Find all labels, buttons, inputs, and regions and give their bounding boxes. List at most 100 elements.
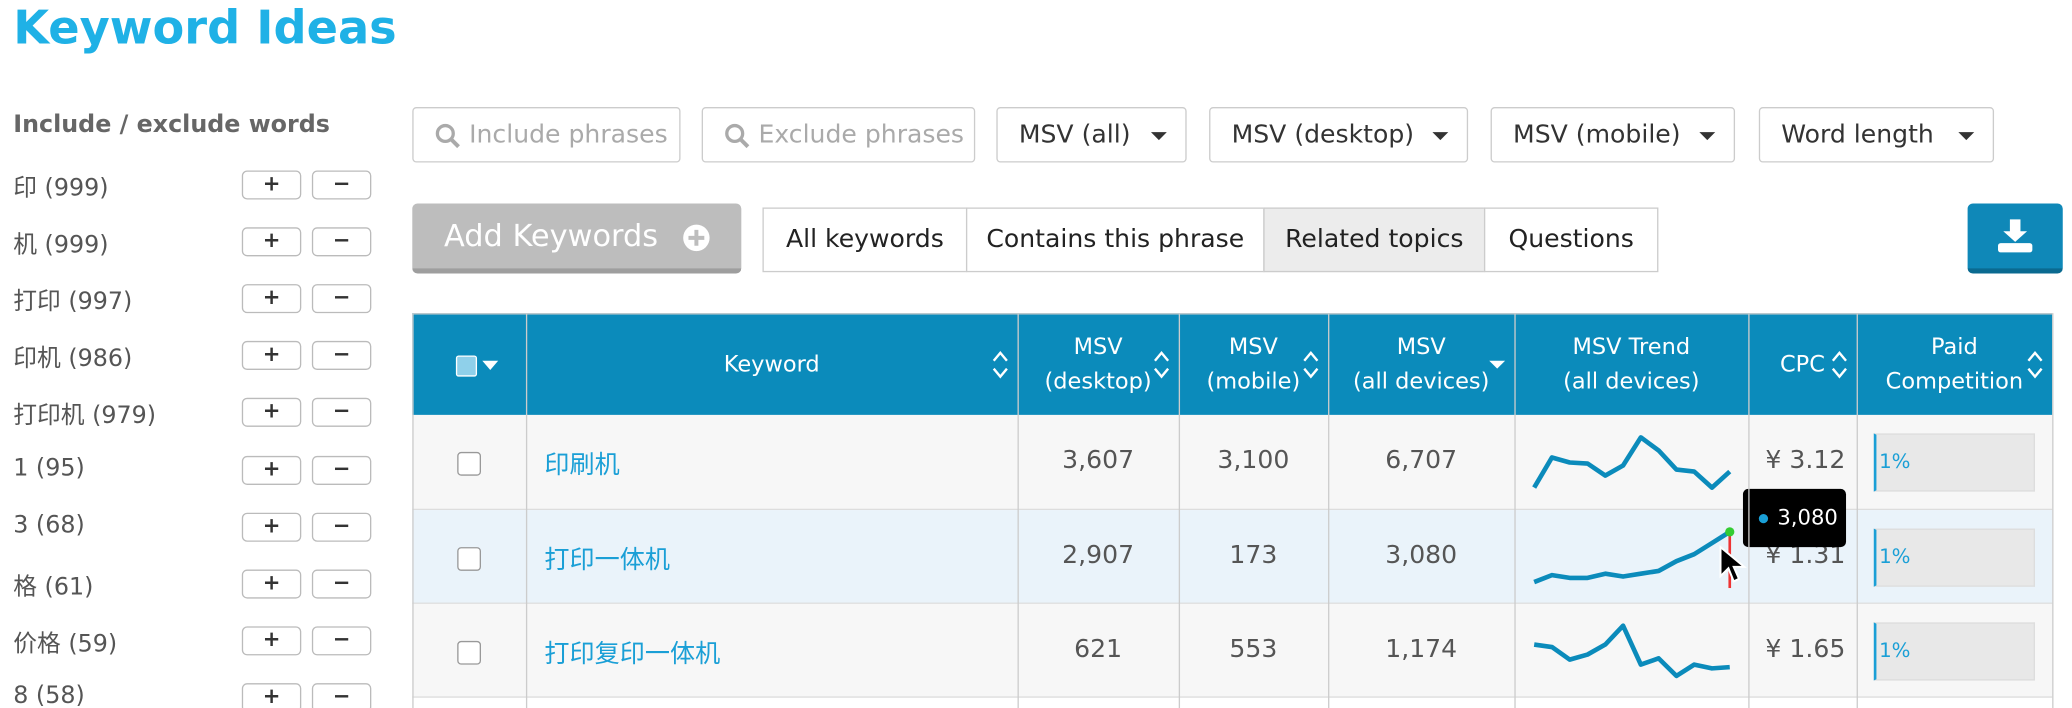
icon — [1150, 132, 1167, 141]
header-text: (desktop) — [1044, 368, 1152, 395]
tab[interactable]: Contains this phrase — [965, 207, 1265, 273]
plus-icon — [683, 224, 710, 252]
caret — [1150, 132, 1167, 141]
keyword-link[interactable]: 打印一体机 — [544, 545, 670, 575]
include-button[interactable]: + — [241, 227, 302, 257]
sparkline — [1533, 623, 1730, 679]
include-button[interactable]: + — [241, 170, 302, 200]
header-text: MSV Trend — [1572, 333, 1691, 361]
exclude-button[interactable]: − — [311, 455, 372, 485]
cell: 173 — [1229, 539, 1278, 569]
trend-line — [1532, 435, 1732, 490]
include-button[interactable]: + — [241, 683, 302, 708]
exclude-button[interactable]: − — [311, 170, 372, 200]
include-button[interactable]: + — [241, 512, 302, 542]
column-header[interactable]: Keyword — [526, 313, 1018, 415]
icon — [435, 123, 460, 149]
column-header[interactable]: MSV (all devices) — [1328, 313, 1514, 415]
sort-desc — [1489, 360, 1506, 369]
cell: 3,607 — [1062, 445, 1135, 475]
paid-value: 1% — [1879, 543, 1911, 568]
cell: 2,907 — [1062, 539, 1135, 569]
tooltip-text: 3,080 — [1777, 504, 1838, 530]
header-text: Keyword — [723, 350, 820, 378]
row-checkbox[interactable] — [457, 451, 482, 476]
include-button[interactable]: + — [241, 341, 302, 371]
dropdown[interactable]: MSV (all) — [996, 107, 1187, 163]
download-button[interactable] — [1967, 203, 2063, 274]
tab[interactable]: Questions — [1483, 207, 1659, 273]
filter-label: MSV (desktop) — [1231, 120, 1415, 150]
cpc: ¥ 1.65 — [1765, 633, 1846, 663]
dropdown[interactable]: Word length — [1758, 107, 1995, 163]
include-button[interactable]: + — [241, 398, 302, 428]
cell: 6,707 — [1385, 445, 1458, 475]
cell: 3,080 — [1385, 539, 1458, 569]
sort-both — [992, 350, 1008, 379]
exclude-button[interactable]: − — [311, 569, 372, 599]
column-divider — [525, 313, 528, 708]
filter-label: MSV (all) — [1018, 120, 1131, 150]
exclude-button[interactable]: − — [311, 626, 372, 656]
exclude-button[interactable]: − — [311, 284, 372, 314]
sort-icon — [992, 350, 1008, 379]
page-title: Keyword Ideas — [13, 2, 397, 56]
cursor — [1719, 544, 1747, 583]
column-divider — [1328, 313, 1330, 708]
dropdown[interactable]: MSV (desktop) — [1209, 107, 1469, 163]
sort-icon — [1489, 360, 1506, 369]
include-button[interactable]: + — [241, 284, 302, 314]
column-header[interactable]: MSV (desktop) — [1018, 313, 1179, 415]
add-keywords-button[interactable]: Add Keywords — [412, 203, 742, 274]
header-checkbox[interactable] — [455, 355, 478, 377]
table-header — [412, 313, 2053, 415]
exclude-button[interactable]: − — [311, 341, 372, 371]
row-checkbox[interactable] — [457, 640, 482, 665]
search-input[interactable]: Include phrases — [412, 107, 681, 163]
search-icon — [738, 137, 750, 149]
include-button[interactable]: + — [241, 455, 302, 485]
keyword-link[interactable]: 印刷机 — [544, 450, 620, 480]
row-checkbox[interactable] — [457, 546, 482, 571]
header-text: MSV — [1073, 333, 1123, 361]
column-divider — [1856, 313, 1858, 708]
include-button[interactable]: + — [241, 569, 302, 599]
cell: 621 — [1074, 633, 1123, 663]
column-header[interactable]: MSV Trend (all devices) — [1514, 313, 1748, 415]
column-divider — [1178, 313, 1181, 708]
word: 机 (999) — [13, 231, 109, 260]
caret — [1699, 132, 1716, 141]
column-divider — [1748, 313, 1750, 708]
header-text: MSV — [1228, 333, 1278, 361]
tab[interactable]: All keywords — [762, 207, 968, 273]
include-button[interactable]: + — [241, 626, 302, 656]
paid-bar: 1% — [1873, 433, 2036, 492]
tray — [1998, 243, 2033, 253]
column-header[interactable]: Paid Competition — [1857, 313, 2053, 415]
tooltip: 3,080 — [1742, 488, 1847, 548]
column-header[interactable]: MSV (mobile) — [1179, 313, 1328, 415]
word: 打印机 (979) — [13, 402, 157, 430]
word: 1 (95) — [13, 453, 85, 482]
sort-both — [2027, 350, 2043, 379]
exclude-button[interactable]: − — [311, 227, 372, 257]
header-text: Competition — [1885, 368, 2024, 395]
filter-label: MSV (mobile) — [1513, 120, 1681, 150]
cell: 3,100 — [1217, 445, 1290, 475]
column-header[interactable]: CPC — [1748, 313, 1856, 415]
table-border — [412, 313, 2054, 708]
column-divider — [1017, 313, 1019, 708]
dropdown[interactable]: MSV (mobile) — [1490, 107, 1736, 163]
search-icon — [435, 123, 455, 144]
keyword-link[interactable]: 打印复印一体机 — [544, 638, 721, 668]
search-input[interactable]: Exclude phrases — [701, 107, 976, 163]
cursor-arrow — [1719, 544, 1747, 583]
sort-icon — [1303, 350, 1319, 379]
header-text: MSV — [1396, 333, 1446, 361]
exclude-button[interactable]: − — [311, 512, 372, 542]
exclude-button[interactable]: − — [311, 398, 372, 428]
exclude-button[interactable]: − — [311, 683, 372, 708]
tab[interactable]: Related topics — [1263, 207, 1486, 273]
sort-both — [1831, 350, 1847, 379]
